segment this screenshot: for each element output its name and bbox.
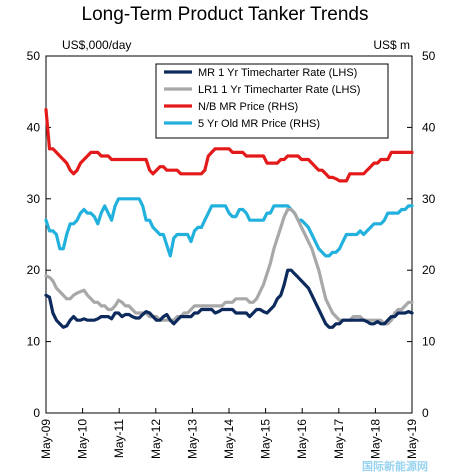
series-line: [44, 268, 414, 329]
chart-title: Long-Term Product Tanker Trends: [82, 4, 369, 25]
x-tick-label: May-12: [149, 419, 163, 459]
x-tick-label: May-18: [368, 419, 382, 459]
x-tick-label: May-11: [112, 419, 126, 458]
legend: MR 1 Yr Timecharter Rate (LHS) LR1 1 Yr T…: [155, 63, 389, 139]
series-line: [44, 107, 414, 183]
axis-ticks: 0 0 10 10 20 20 30 30 40 40 50 50 May-09 May-10 May-11…: [27, 49, 436, 459]
x-tick-label: May-15: [259, 419, 273, 459]
right-y-tick-label: 0: [422, 406, 429, 420]
series-line: [44, 207, 414, 326]
right-y-tick-label: 50: [422, 49, 436, 63]
series-line: [44, 197, 414, 258]
x-tick-label: May-13: [185, 419, 199, 459]
x-tick-label: May-17: [332, 419, 346, 459]
right-y-tick-label: 20: [422, 263, 436, 277]
x-tick-label: May-16: [295, 419, 309, 459]
left-y-tick-label: 0: [33, 406, 40, 420]
right-y-tick-label: 40: [422, 120, 436, 134]
x-tick-label: May-09: [39, 419, 53, 459]
legend-box: [155, 63, 389, 139]
right-y-tick-label: 10: [422, 335, 436, 349]
legend-label: MR 1 Yr Timecharter Rate (LHS): [198, 67, 357, 79]
legend-label: N/B MR Price (RHS): [198, 101, 298, 113]
legend-label: 5 Yr Old MR Price (RHS): [198, 118, 320, 130]
x-tick-label: May-10: [76, 419, 90, 459]
left-y-tick-label: 30: [27, 192, 41, 206]
left-y-tick-label: 50: [27, 49, 41, 63]
left-y-tick-label: 40: [27, 120, 41, 134]
watermark-text: 国际新能源网: [362, 459, 428, 473]
x-tick-label: May-14: [222, 419, 236, 459]
series-lines: [44, 107, 414, 329]
left-axis-unit: US$,000/day: [62, 38, 131, 52]
right-axis-unit: US$ m: [373, 38, 410, 52]
left-y-tick-label: 10: [27, 335, 41, 349]
right-y-tick-label: 30: [422, 192, 436, 206]
legend-label: LR1 1 Yr Timecharter Rate (LHS): [198, 84, 360, 96]
left-y-tick-label: 20: [27, 263, 41, 277]
x-tick-label: May-19: [405, 419, 419, 459]
